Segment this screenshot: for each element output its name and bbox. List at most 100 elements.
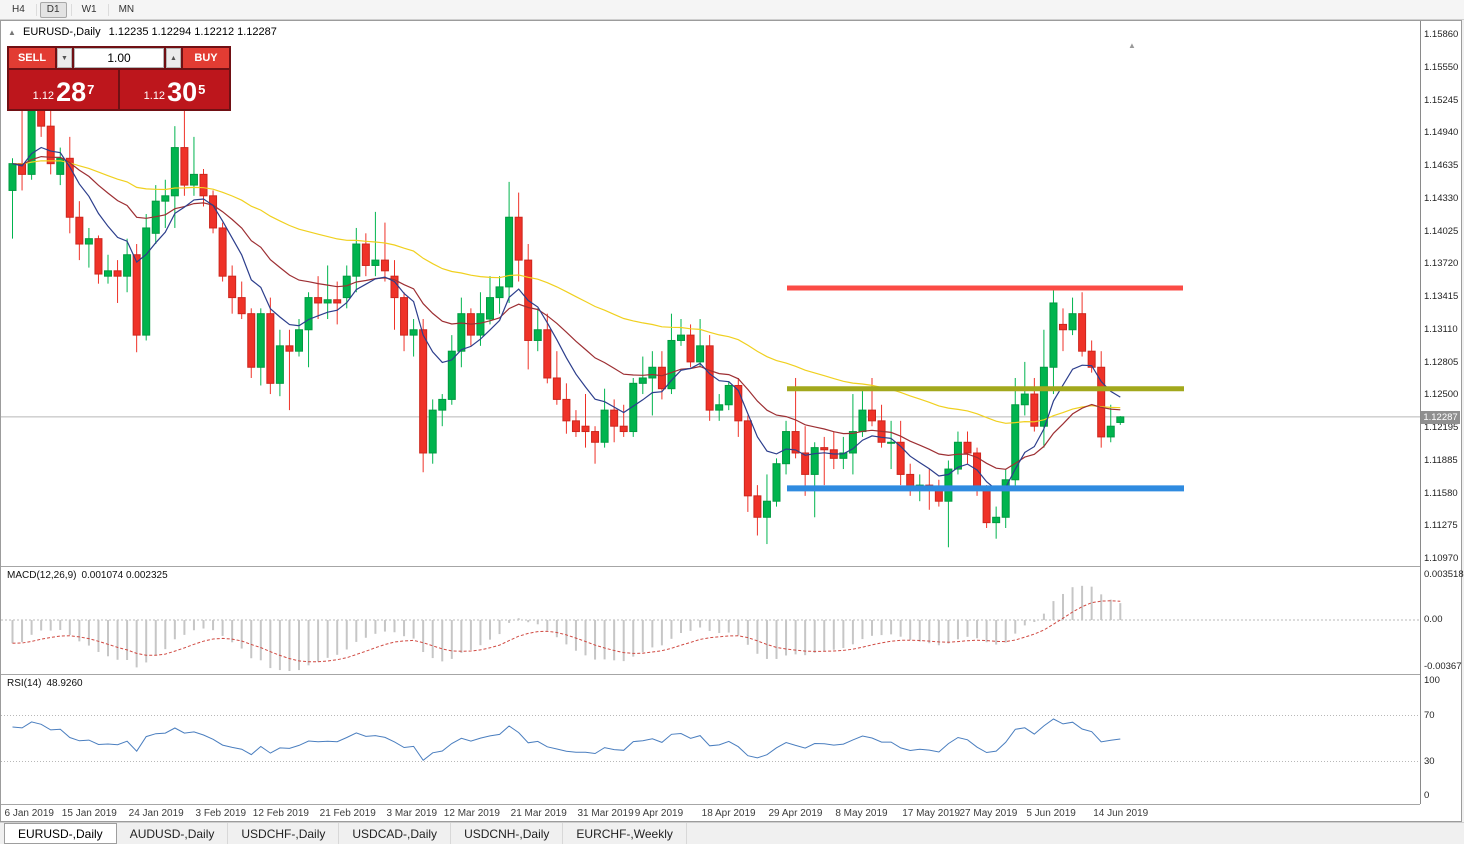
candle — [170, 147, 179, 197]
candle — [352, 243, 361, 277]
candle — [199, 173, 208, 197]
candle — [934, 489, 943, 502]
macd-panel[interactable]: MACD(12,26,9) 0.001074 0.002325 — [1, 566, 1420, 674]
volume-decrease-button[interactable]: ▼ — [57, 48, 72, 68]
price-chart-canvas[interactable] — [1, 21, 1420, 566]
price-axis-tick: 1.13110 — [1424, 323, 1458, 335]
price-axis-tick: 1.12805 — [1424, 356, 1459, 368]
candle — [486, 297, 494, 320]
candle — [123, 254, 132, 277]
candle — [619, 425, 628, 433]
time-axis-label: 24 Jan 2019 — [128, 808, 184, 819]
tab-audusd-daily[interactable]: AUDUSD-,Daily — [117, 823, 229, 844]
candle — [696, 345, 705, 363]
candle — [715, 404, 724, 411]
price-axis-tick: 1.13720 — [1424, 258, 1459, 270]
buy-price-prefix: 1.12 — [143, 90, 166, 102]
candle — [505, 216, 514, 288]
price-axis-tick: 1.15550 — [1424, 61, 1459, 73]
candle — [438, 398, 447, 411]
candle — [75, 216, 84, 245]
candle — [791, 431, 800, 454]
candle — [495, 286, 504, 299]
price-axis-tick: 1.11275 — [1424, 520, 1458, 532]
candle — [953, 441, 962, 470]
candle — [801, 452, 810, 475]
candle — [380, 259, 389, 272]
tab-eurusd-daily[interactable]: EURUSD-,Daily — [4, 823, 117, 844]
candle — [104, 270, 112, 277]
price-axis-tick: 1.14025 — [1424, 225, 1459, 237]
rsi-canvas[interactable] — [1, 675, 1420, 803]
sell-button[interactable]: SELL — [9, 48, 55, 68]
price-axis-tick: 1.15860 — [1424, 29, 1459, 40]
price-chart-area[interactable] — [1, 21, 1420, 566]
time-axis-label: 17 May 2019 — [902, 808, 961, 819]
candle — [304, 297, 313, 331]
tab-usdchf-daily[interactable]: USDCHF-,Daily — [228, 823, 340, 844]
tab-usdcnh-daily[interactable]: USDCNH-,Daily — [451, 823, 564, 844]
buy-price-button[interactable]: 1.12 30 5 — [120, 70, 229, 109]
candle — [457, 313, 466, 352]
buy-price-pip: 5 — [198, 82, 206, 97]
price-axis-tick: 1.12195 — [1424, 422, 1459, 433]
timeframe-button-mn[interactable]: MN — [118, 3, 135, 15]
time-axis-label: 3 Mar 2019 — [386, 808, 438, 819]
sell-price-button[interactable]: 1.12 28 7 — [9, 70, 118, 109]
candle — [476, 313, 485, 336]
candle — [839, 452, 848, 459]
candle — [409, 329, 418, 336]
candle — [266, 313, 275, 384]
macd-name: MACD(12,26,9) — [7, 570, 77, 581]
macd-canvas[interactable] — [1, 567, 1420, 673]
candle — [1106, 425, 1115, 438]
timeframe-button-w1[interactable]: W1 — [81, 3, 97, 15]
volume-increase-button[interactable]: ▲ — [166, 48, 181, 68]
volume-input[interactable] — [74, 48, 164, 68]
rsi-panel[interactable]: RSI(14) 48.9260 — [1, 674, 1420, 804]
time-axis-label: 14 Jun 2019 — [1093, 808, 1149, 819]
candle — [209, 195, 218, 229]
candle — [361, 243, 370, 266]
rsi-value: 48.9260 — [46, 678, 83, 689]
candle — [189, 173, 198, 186]
candle — [820, 447, 829, 451]
buy-button[interactable]: BUY — [183, 48, 229, 68]
price-axis[interactable]: 1.15860 1.15550 1.15245 1.14940 1.14635 1.143… — [1420, 21, 1464, 804]
candle — [400, 297, 409, 336]
chart-window: ▲ EURUSD-,Daily 1.12235 1.12294 1.12212 … — [0, 20, 1464, 822]
candle — [180, 147, 189, 186]
rsi-line — [12, 718, 1121, 762]
timeframe-button-h4[interactable]: H4 — [12, 3, 25, 15]
candle — [858, 409, 867, 433]
candle — [982, 489, 991, 524]
timeframe-button-d1[interactable]: D1 — [39, 1, 67, 18]
toolbar-separator — [107, 3, 109, 16]
candle — [256, 313, 265, 368]
rsi-axis-tick: 100 — [1424, 675, 1440, 686]
tab-usdcad-daily[interactable]: USDCAD-,Daily — [339, 823, 452, 844]
candle — [543, 329, 552, 379]
candle — [371, 259, 380, 266]
candle — [295, 329, 303, 352]
candle — [1116, 416, 1125, 423]
collapse-triangle-icon[interactable]: ▲ — [8, 28, 16, 37]
price-axis-tick: 1.13415 — [1424, 291, 1459, 302]
macd-label: MACD(12,26,9) 0.001074 0.002325 — [7, 570, 173, 581]
time-axis-label: 3 Feb 2019 — [195, 808, 247, 819]
candle — [46, 125, 55, 165]
buy-price-main: 30 — [167, 77, 198, 107]
time-axis[interactable]: 6 Jan 2019 15 Jan 2019 24 Jan 2019 3 Feb 20… — [1, 804, 1420, 822]
tab-eurchf-weekly[interactable]: EURCHF-,Weekly — [563, 823, 687, 844]
candle — [314, 297, 323, 304]
candle — [1001, 479, 1010, 518]
candle — [333, 299, 342, 304]
candle — [1039, 366, 1048, 427]
ma-mid-darkred — [12, 155, 1121, 470]
candle — [629, 382, 638, 433]
candle — [610, 409, 619, 427]
candle — [323, 299, 332, 304]
candle — [285, 345, 294, 352]
rsi-name: RSI(14) — [7, 678, 42, 689]
candle — [1030, 393, 1039, 427]
